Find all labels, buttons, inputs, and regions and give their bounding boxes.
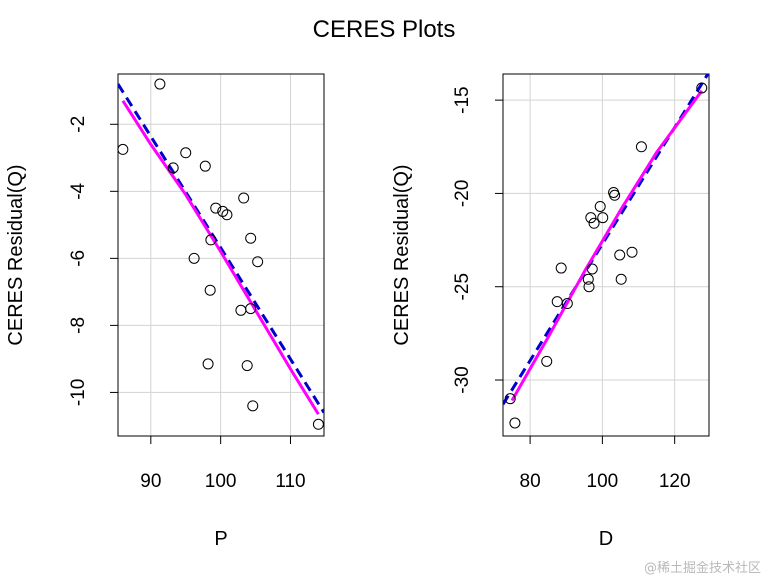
y-tick-label: -25 bbox=[452, 273, 473, 300]
y-tick-label: -30 bbox=[452, 366, 473, 393]
x-axis-label: P bbox=[214, 528, 227, 550]
x-tick-label: 120 bbox=[659, 471, 691, 492]
y-axis-label: CERES Residual(Q) bbox=[391, 164, 413, 345]
data-point bbox=[154, 78, 166, 90]
watermark-text: @稀土掘金技术社区 bbox=[643, 561, 761, 576]
ceres-panel-p: 90 100 110 -10 -8 -6 -4 -2 P CERES Residual(Q) bbox=[5, 73, 325, 550]
data-point bbox=[509, 417, 521, 429]
data-point bbox=[597, 212, 609, 224]
data-point bbox=[585, 212, 597, 224]
x-tick-label: 90 bbox=[140, 471, 161, 492]
data-point bbox=[235, 304, 247, 316]
x-tick-label: 80 bbox=[520, 471, 541, 492]
regression-line bbox=[118, 83, 324, 414]
data-point bbox=[594, 200, 606, 212]
data-point bbox=[614, 249, 626, 261]
plot-frame bbox=[502, 73, 710, 437]
x-tick-label: 100 bbox=[205, 471, 237, 492]
data-point bbox=[586, 263, 598, 275]
data-point bbox=[217, 205, 229, 217]
y-tick-label: -6 bbox=[68, 250, 89, 267]
data-point bbox=[210, 202, 222, 214]
data-point bbox=[696, 82, 708, 94]
data-point bbox=[204, 284, 216, 296]
data-point bbox=[245, 303, 257, 315]
data-point bbox=[238, 192, 250, 204]
data-point bbox=[312, 418, 324, 430]
data-point bbox=[180, 147, 192, 159]
data-point bbox=[252, 256, 264, 268]
data-point bbox=[626, 246, 638, 258]
y-tick-label: -8 bbox=[68, 317, 89, 334]
x-axis-label: D bbox=[599, 528, 613, 550]
data-point bbox=[247, 400, 259, 412]
smooth-line bbox=[510, 89, 704, 402]
y-tick-label: -10 bbox=[68, 379, 89, 406]
data-point bbox=[561, 298, 573, 310]
data-point bbox=[205, 234, 217, 246]
y-tick-label: -4 bbox=[68, 182, 89, 199]
data-point bbox=[167, 162, 179, 174]
data-point bbox=[504, 393, 516, 405]
data-point bbox=[555, 262, 567, 274]
data-point bbox=[188, 252, 200, 264]
figure-title: CERES Plots bbox=[313, 16, 456, 43]
data-point bbox=[582, 273, 594, 285]
data-point bbox=[635, 141, 647, 153]
y-axis-label: CERES Residual(Q) bbox=[5, 164, 27, 345]
data-point bbox=[541, 355, 553, 367]
data-point bbox=[202, 358, 214, 370]
x-tick-label: 100 bbox=[587, 471, 619, 492]
x-tick-label: 110 bbox=[275, 471, 305, 492]
data-point bbox=[245, 232, 257, 244]
y-tick-label: -20 bbox=[452, 180, 473, 207]
y-tick-label: -15 bbox=[452, 86, 473, 113]
data-point bbox=[117, 143, 129, 155]
data-point bbox=[199, 160, 211, 172]
data-point bbox=[221, 209, 233, 221]
data-point bbox=[609, 189, 621, 201]
data-point bbox=[583, 281, 595, 293]
data-point bbox=[588, 217, 600, 229]
y-tick-label: -2 bbox=[68, 116, 89, 133]
smooth-line bbox=[121, 99, 320, 415]
data-point bbox=[551, 296, 563, 308]
ceres-panel-d: 80 100 120 -30 -25 -20 -15 D CERES Residual(Q) bbox=[391, 73, 710, 550]
data-point bbox=[615, 273, 627, 285]
data-point bbox=[241, 360, 253, 372]
